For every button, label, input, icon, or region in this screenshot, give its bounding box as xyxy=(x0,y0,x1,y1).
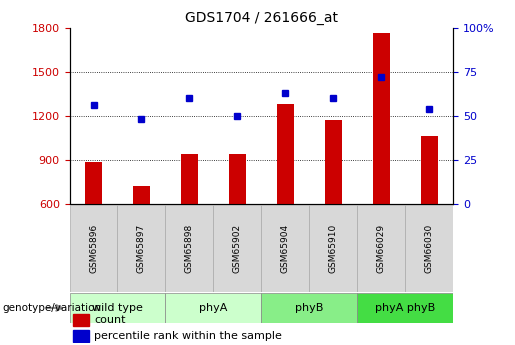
Bar xyxy=(229,154,246,204)
Text: GSM65902: GSM65902 xyxy=(233,224,242,273)
Bar xyxy=(73,314,89,326)
Text: percentile rank within the sample: percentile rank within the sample xyxy=(94,331,282,341)
Bar xyxy=(373,33,390,204)
Bar xyxy=(181,154,198,204)
Text: GSM66030: GSM66030 xyxy=(425,224,434,273)
Bar xyxy=(357,205,405,292)
Bar xyxy=(261,293,357,323)
Bar xyxy=(261,205,310,292)
Bar xyxy=(325,120,341,204)
Bar xyxy=(310,205,357,292)
Text: GSM65896: GSM65896 xyxy=(89,224,98,273)
Text: GSM65897: GSM65897 xyxy=(137,224,146,273)
Bar xyxy=(117,205,165,292)
Bar xyxy=(277,104,294,204)
Bar xyxy=(405,205,453,292)
Bar xyxy=(165,205,213,292)
Bar xyxy=(357,293,453,323)
Text: count: count xyxy=(94,315,126,325)
Bar xyxy=(70,293,165,323)
Text: GSM65898: GSM65898 xyxy=(185,224,194,273)
Bar xyxy=(85,162,102,204)
Title: GDS1704 / 261666_at: GDS1704 / 261666_at xyxy=(185,11,338,25)
Text: phyB: phyB xyxy=(295,303,323,313)
Bar xyxy=(165,293,261,323)
Text: phyA phyB: phyA phyB xyxy=(375,303,435,313)
Text: phyA: phyA xyxy=(199,303,228,313)
Bar xyxy=(133,186,150,204)
Text: GSM66029: GSM66029 xyxy=(377,224,386,273)
Bar xyxy=(73,330,89,342)
Bar xyxy=(70,205,117,292)
Text: GSM65910: GSM65910 xyxy=(329,224,338,273)
Text: genotype/variation: genotype/variation xyxy=(3,303,101,313)
Text: wild type: wild type xyxy=(92,303,143,313)
Text: GSM65904: GSM65904 xyxy=(281,224,290,273)
Bar xyxy=(421,136,438,204)
Bar xyxy=(213,205,261,292)
